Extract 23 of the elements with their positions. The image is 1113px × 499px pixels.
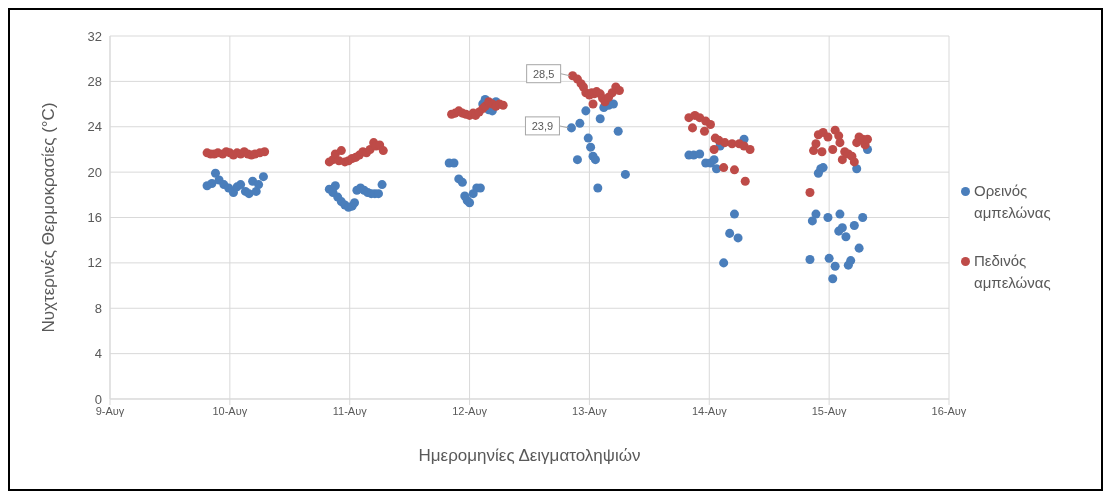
x-axis-title: Ημερομηνίες Δειγματοληψιών xyxy=(418,446,641,465)
y-tick-label: 28 xyxy=(87,73,102,89)
x-tick-label: 14-Αυγ xyxy=(691,404,728,417)
y-tick-label: 20 xyxy=(87,164,102,180)
y-tick-label: 16 xyxy=(87,210,102,226)
annotation: 28,5 xyxy=(532,67,555,80)
legend-label: Πεδινός αμπελώνας xyxy=(974,250,1052,293)
x-tick-label: 12-Αυγ xyxy=(452,404,488,417)
x-tick-label: 13-Αυγ xyxy=(572,404,608,417)
y-tick-label: 8 xyxy=(94,300,102,316)
annotation: 23,9 xyxy=(531,119,554,132)
y-tick-label: 4 xyxy=(94,346,102,362)
y-tick-label: 0 xyxy=(94,391,102,407)
x-tick-label: 16-Αυγ xyxy=(931,404,967,417)
y-axis-title: Νυχτερινές Θερμοκρασίες (°C) xyxy=(39,102,59,333)
y-tick-label: 12 xyxy=(87,255,102,271)
x-tick-label: 9-Αυγ xyxy=(95,404,125,417)
x-tick-label: 10-Αυγ xyxy=(212,404,248,417)
y-tick-label: 32 xyxy=(87,28,102,44)
x-tick-label: 15-Αυγ xyxy=(811,404,848,417)
y-tick-label: 24 xyxy=(87,119,102,135)
x-tick-label: 11-Αυγ xyxy=(332,404,368,417)
legend-label: Ορεινός αμπελώνας xyxy=(974,180,1052,223)
